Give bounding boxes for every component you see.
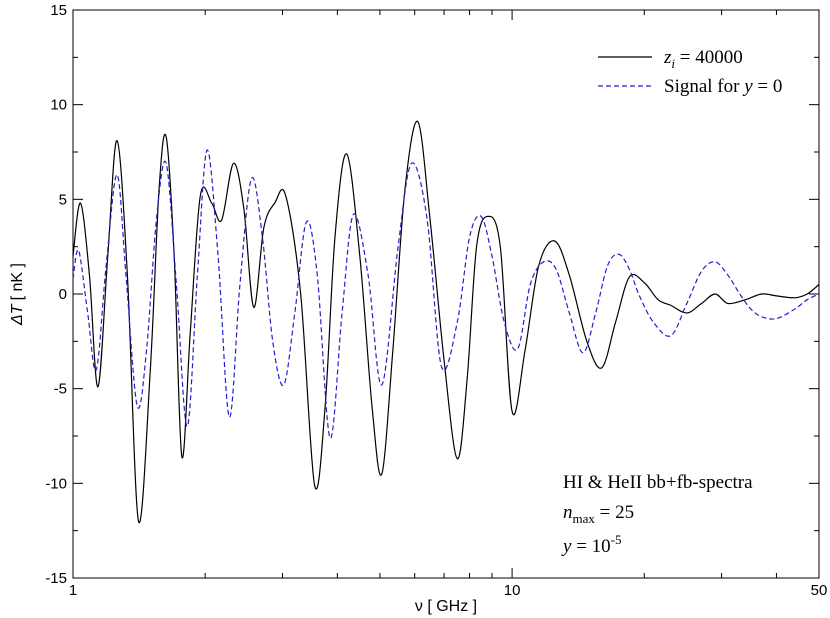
annotation-y-sup: -5 — [611, 532, 622, 547]
y-axis-label-unit: [ nK ] — [9, 263, 26, 300]
annotation-y-var: y — [561, 536, 572, 557]
series-line-solid — [72, 120, 820, 524]
legend-label-dashed-var: y — [742, 76, 753, 97]
legend-label-solid-rest: = 40000 — [675, 47, 743, 68]
y-tick-label: -5 — [54, 381, 67, 398]
series-line-dashed — [72, 149, 820, 439]
legend-label-solid-sub: i — [671, 56, 675, 71]
x-tick-label: 1 — [69, 582, 77, 599]
annotation-y-rest: = 10 — [571, 536, 610, 557]
series-layer — [72, 120, 820, 524]
y-tick-label: 5 — [59, 191, 67, 208]
annotation-y: y = 10-5 — [561, 532, 622, 557]
x-tick-label: 50 — [811, 582, 828, 599]
legend-label-dashed-text: Signal for — [664, 76, 744, 97]
annotation-nmax-var: n — [563, 502, 573, 523]
legend-label-dashed-rest: = 0 — [753, 76, 783, 97]
legend-label-dashed: Signal for y = 0 — [664, 76, 782, 97]
y-axis-label-symbol: ΔT — [9, 303, 26, 326]
annotation-nmax: nmax = 25 — [563, 502, 634, 526]
y-tick-label: -10 — [45, 475, 67, 492]
x-axis-label: ν [ GHz ] — [415, 598, 477, 615]
annotation-nmax-sub: max — [573, 511, 596, 526]
y-tick-label: -15 — [45, 570, 67, 587]
y-tick-label: 15 — [50, 2, 67, 19]
y-ticks: -15 -10 -5 0 5 10 15 — [45, 2, 819, 587]
x-tick-label: 10 — [504, 582, 521, 599]
y-axis-label: ΔT [ nK ] — [9, 263, 26, 326]
legend-label-solid: zi = 40000 — [663, 47, 743, 71]
legend: zi = 40000 Signal for y = 0 — [598, 47, 782, 97]
annotation-block: HI & HeII bb+fb-spectra nmax = 25 y = 10… — [561, 472, 753, 557]
legend-label-solid-var: z — [663, 47, 672, 68]
y-tick-label: 10 — [50, 97, 67, 114]
annotation-nmax-rest: = 25 — [595, 502, 634, 523]
x-ticks: 1 10 50 — [69, 10, 828, 599]
annotation-spectra: HI & HeII bb+fb-spectra — [563, 472, 753, 493]
y-tick-label: 0 — [59, 286, 67, 303]
